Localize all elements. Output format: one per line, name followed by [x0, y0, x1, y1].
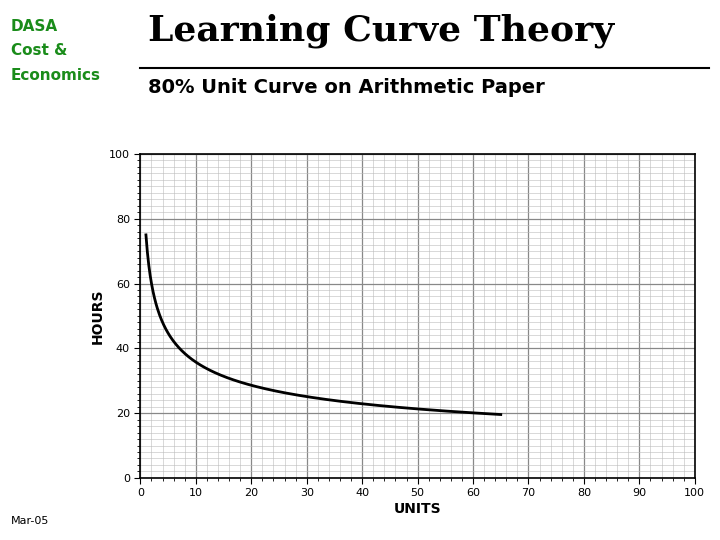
- Text: Economics: Economics: [11, 68, 101, 83]
- Text: 80% Unit Curve on Arithmetic Paper: 80% Unit Curve on Arithmetic Paper: [148, 78, 544, 97]
- Text: DASA: DASA: [11, 19, 58, 34]
- Text: Learning Curve Theory: Learning Curve Theory: [148, 14, 613, 48]
- Text: Cost &: Cost &: [11, 43, 67, 58]
- X-axis label: UNITS: UNITS: [394, 503, 441, 516]
- Y-axis label: HOURS: HOURS: [91, 288, 105, 343]
- Text: Mar-05: Mar-05: [11, 516, 49, 526]
